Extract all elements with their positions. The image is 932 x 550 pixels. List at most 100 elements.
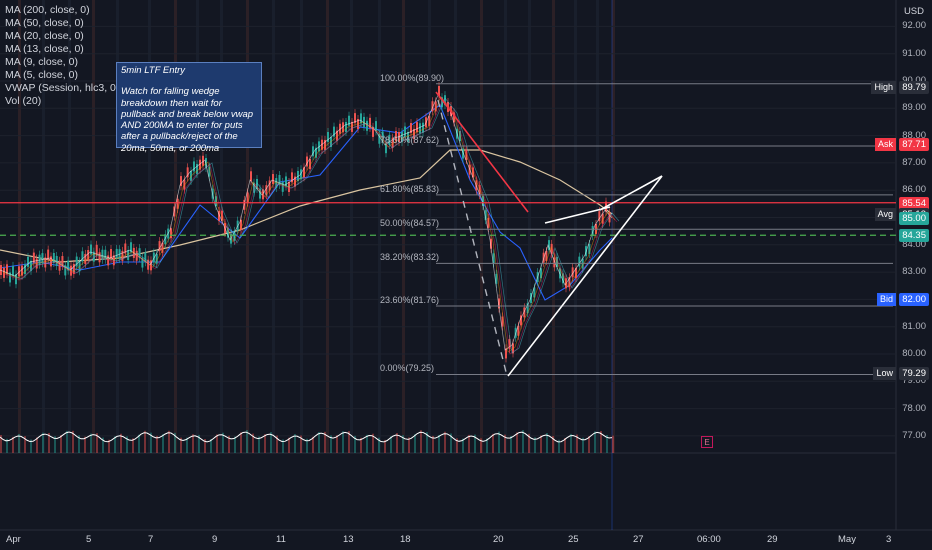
candle-body [428, 115, 431, 126]
candle-body [478, 185, 481, 196]
volume-bar [336, 435, 338, 453]
price-label: 92.00 [902, 20, 926, 32]
legend-item[interactable]: MA (13, close, 0) [5, 43, 84, 55]
candle-body [520, 315, 522, 326]
volume-bar [600, 431, 602, 453]
volume-bar [150, 432, 152, 453]
session-shade [552, 0, 555, 453]
candle-body [0, 265, 2, 275]
candle-body [170, 228, 172, 239]
candle-body [492, 253, 495, 264]
candle-body [444, 95, 446, 106]
volume-bar [318, 432, 320, 453]
time-label: 3 [886, 534, 892, 545]
bid-price-tag: 82.00 [899, 293, 929, 307]
candle-body [588, 243, 591, 254]
candle-body [434, 101, 437, 112]
candle-body [336, 130, 338, 141]
volume-bar [456, 438, 458, 453]
candle-body [110, 249, 112, 260]
legend-item[interactable]: MA (5, close, 0) [5, 69, 78, 81]
volume-bar [330, 435, 332, 453]
volume-bar [54, 436, 56, 453]
session-shade [300, 0, 303, 453]
legend-item[interactable]: VWAP (Session, hlc3, 0, 1) [5, 82, 132, 94]
candle-body [101, 249, 104, 260]
price-label: 84.00 [902, 238, 926, 250]
volume-bar [516, 432, 518, 453]
candle-body [84, 253, 87, 264]
time-label: 5 [86, 534, 92, 545]
volume-bar [42, 432, 44, 453]
volume-bar [0, 435, 2, 453]
volume-bar [114, 436, 116, 453]
price-label: 80.00 [902, 348, 926, 359]
avg-side-tag: Avg [874, 207, 896, 221]
volume-bar [396, 433, 398, 453]
time-label: 20 [493, 534, 504, 545]
legend-item[interactable]: MA (200, close, 0) [5, 4, 90, 16]
volume-bar [378, 437, 380, 453]
candle-body [482, 196, 484, 207]
candle-body [438, 86, 440, 97]
time-label: 27 [633, 534, 644, 545]
volume-bar [138, 434, 140, 453]
candle-body [601, 213, 604, 224]
volume-bar [522, 430, 524, 453]
candle-body [72, 263, 75, 274]
candle-body [38, 254, 41, 265]
candle-body [372, 126, 374, 137]
candle-body [180, 176, 182, 187]
price-label: 81.00 [902, 320, 926, 332]
candle-body [391, 137, 394, 148]
fib-label: 61.80%(85.83) [380, 183, 440, 194]
ask-price-tag: 87.71 [899, 137, 929, 151]
candle-body [193, 161, 195, 172]
volume-bar [24, 436, 26, 453]
legend-item[interactable]: MA (20, close, 0) [5, 30, 84, 42]
candle-body [540, 268, 542, 279]
candle-body [27, 256, 29, 267]
ma13-line [4, 98, 618, 355]
fib-label: 100.00%(89.90) [380, 72, 445, 83]
candle-body [285, 176, 287, 187]
volume-bar [282, 439, 284, 453]
high-side-tag: High [871, 80, 896, 94]
volume-bar [228, 435, 230, 453]
volume-bar [366, 434, 368, 453]
volume-bar [528, 433, 530, 453]
candle-body [124, 243, 127, 254]
candle-body [95, 244, 98, 255]
volume-bar [408, 437, 410, 453]
candle-body [9, 272, 11, 283]
candle-body [183, 179, 186, 190]
volume-bar [102, 437, 104, 453]
session-shade [612, 0, 615, 453]
candle-body [107, 255, 110, 266]
candle-body [208, 166, 211, 177]
price-label: 89.00 [902, 102, 926, 114]
candle-body [553, 257, 556, 268]
volume-bar [234, 436, 236, 453]
volume-bar [192, 434, 194, 453]
candle-body [395, 131, 397, 142]
candle-body [281, 181, 284, 192]
legend-item[interactable]: Vol (20) [5, 95, 42, 107]
legend-item[interactable]: MA (50, close, 0) [5, 17, 84, 29]
candle-body [218, 210, 220, 221]
volume-bar [324, 431, 326, 453]
text-note[interactable]: 5min LTF Entry Watch for falling wedge b… [116, 62, 262, 154]
legend-item[interactable]: MA (9, close, 0) [5, 56, 78, 68]
candle-body [404, 126, 406, 137]
volume-bar [300, 435, 302, 453]
candle-body [227, 227, 229, 238]
volume-bar [216, 434, 218, 453]
price-label: 77.00 [902, 429, 926, 441]
volume-bar [594, 431, 596, 453]
time-label: Apr [6, 534, 21, 545]
volume-bar [462, 438, 464, 453]
earnings-badge[interactable]: E [701, 436, 713, 448]
volume-bar [90, 433, 92, 453]
last-price-tag: 85.00 [899, 211, 929, 225]
